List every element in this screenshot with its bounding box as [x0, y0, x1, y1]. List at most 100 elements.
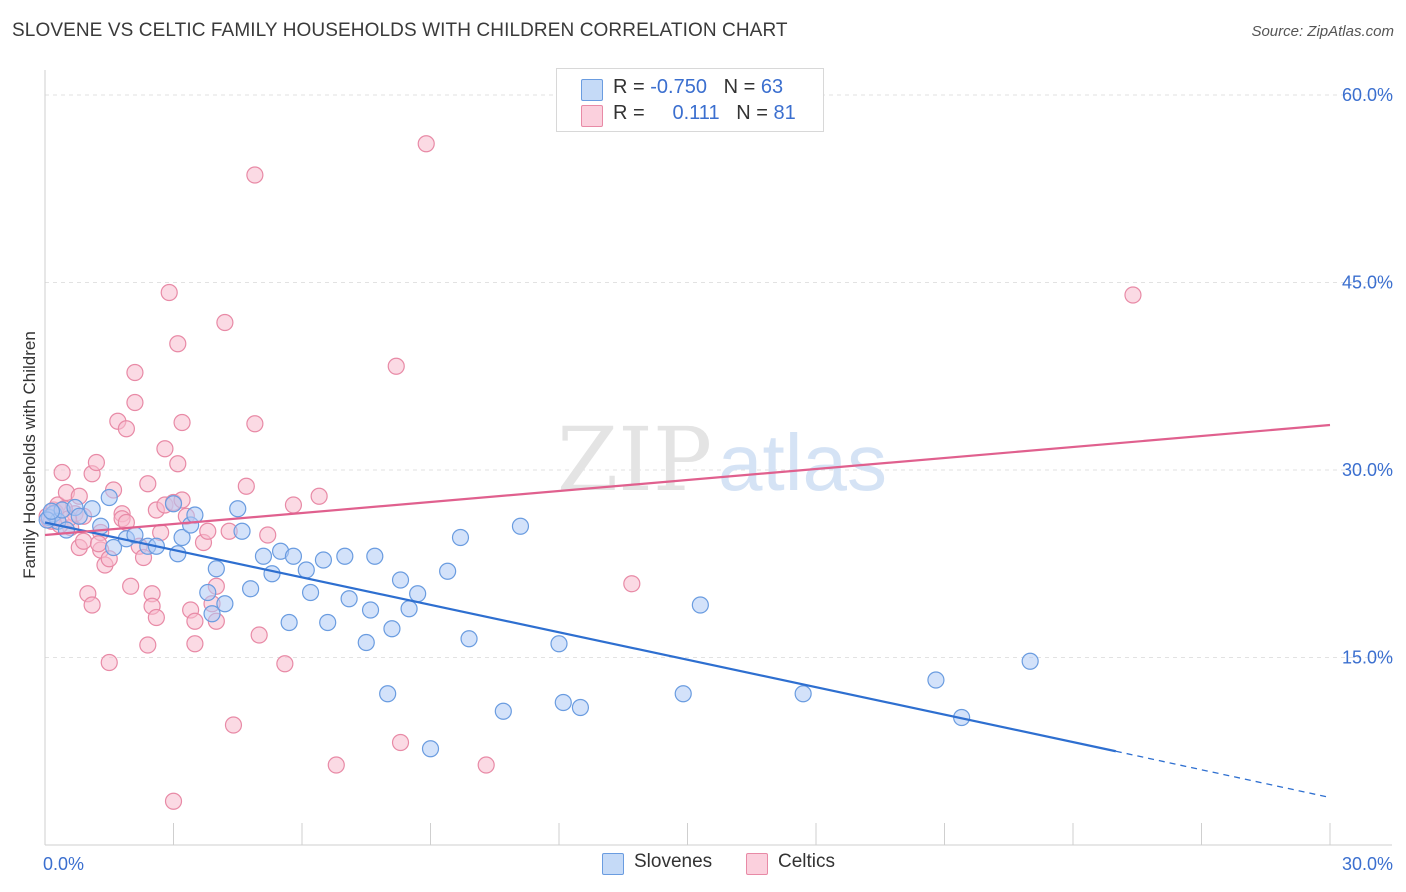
n-value: 63: [760, 76, 784, 98]
data-point: [216, 595, 234, 613]
y-tick-label: 15.0%: [1342, 648, 1393, 668]
data-point: [477, 756, 495, 774]
data-point: [70, 507, 88, 525]
r-value: -0.750: [650, 76, 707, 98]
data-point: [156, 440, 174, 458]
legend-label: Slovenes: [634, 851, 713, 872]
celtics-swatch: [581, 105, 603, 127]
data-point: [387, 357, 405, 375]
data-point: [229, 500, 247, 518]
data-point: [284, 496, 303, 514]
data-point: [199, 583, 217, 602]
axes: [44, 70, 1392, 846]
data-point: [237, 477, 255, 495]
data-point: [400, 600, 418, 618]
source-label: Source: ZipAtlas.com: [1251, 23, 1394, 40]
trend-lines: [44, 423, 1331, 799]
data-point: [391, 733, 410, 752]
y-tick-label: 60.0%: [1342, 85, 1393, 105]
data-point: [409, 585, 427, 603]
grid-lines: [45, 94, 1392, 658]
data-point: [104, 538, 123, 557]
data-point: [186, 635, 204, 653]
watermark: ZIP atlas: [557, 408, 887, 511]
celtics-swatch: [746, 853, 768, 875]
data-point: [284, 547, 303, 565]
data-point: [169, 455, 187, 473]
data-point: [340, 590, 358, 608]
data-point: [301, 583, 320, 602]
data-point: [83, 500, 101, 518]
data-point: [207, 560, 225, 578]
n-value: 81: [773, 102, 796, 124]
data-point: [89, 535, 108, 553]
data-point: [263, 565, 281, 583]
data-point: [254, 547, 273, 565]
data-point: [280, 613, 298, 632]
data-point: [511, 517, 530, 535]
data-point: [691, 596, 709, 614]
slovenes-trend-extension: [1115, 750, 1331, 799]
slovenes-swatch: [602, 853, 624, 875]
data-point: [357, 633, 375, 652]
data-point: [233, 522, 251, 540]
data-point: [383, 620, 401, 638]
n-label: N =: [736, 102, 774, 124]
data-point: [169, 335, 187, 353]
n-label: N =: [723, 76, 761, 98]
data-point: [297, 561, 315, 579]
data-point: [173, 413, 191, 432]
data-point: [494, 702, 512, 720]
data-point: [139, 636, 157, 654]
data-point: [246, 415, 264, 433]
data-point: [439, 562, 457, 580]
data-point: [164, 792, 183, 810]
data-point: [126, 393, 144, 412]
data-point: [417, 135, 435, 153]
watermark-zip: ZIP: [557, 408, 712, 511]
data-point: [126, 363, 144, 382]
data-point: [164, 495, 183, 513]
watermark-atlas: atlas: [718, 418, 887, 507]
data-point: [1124, 286, 1142, 304]
data-point: [310, 487, 328, 505]
data-point: [623, 575, 641, 593]
data-point: [259, 526, 277, 544]
data-point: [100, 653, 118, 672]
data-point: [1021, 652, 1039, 670]
data-point: [327, 756, 345, 774]
data-point: [571, 698, 590, 717]
data-point: [451, 528, 470, 547]
r-value: 0.111: [672, 102, 720, 124]
data-point: [57, 521, 76, 539]
data-point: [224, 716, 243, 734]
data-point: [361, 601, 380, 619]
data-point: [173, 528, 191, 547]
data-point: [160, 283, 178, 302]
data-point: [199, 522, 217, 540]
data-point: [794, 685, 812, 703]
celtics-trend-line: [44, 423, 1331, 537]
data-point: [216, 313, 234, 332]
data-point: [169, 545, 187, 563]
data-point: [674, 685, 692, 703]
data-point: [927, 671, 945, 689]
data-point: [147, 608, 165, 627]
data-point: [550, 635, 568, 653]
data-point: [246, 166, 264, 184]
data-point: [92, 517, 110, 535]
data-point: [87, 453, 106, 472]
data-point: [366, 547, 384, 565]
data-point: [421, 740, 440, 758]
data-point: [203, 605, 221, 623]
slovenes-points: [38, 488, 1039, 758]
y-tick-label: 45.0%: [1342, 273, 1393, 293]
data-point: [139, 475, 157, 493]
slovenes-swatch: [581, 79, 603, 101]
data-point: [117, 420, 135, 438]
r-label: R =: [613, 102, 651, 124]
data-point: [83, 596, 101, 614]
data-point: [122, 577, 140, 595]
data-point: [242, 580, 260, 598]
tick-labels: 15.0% 30.0% 45.0% 60.0% 0.0% 30.0%: [43, 85, 1393, 874]
